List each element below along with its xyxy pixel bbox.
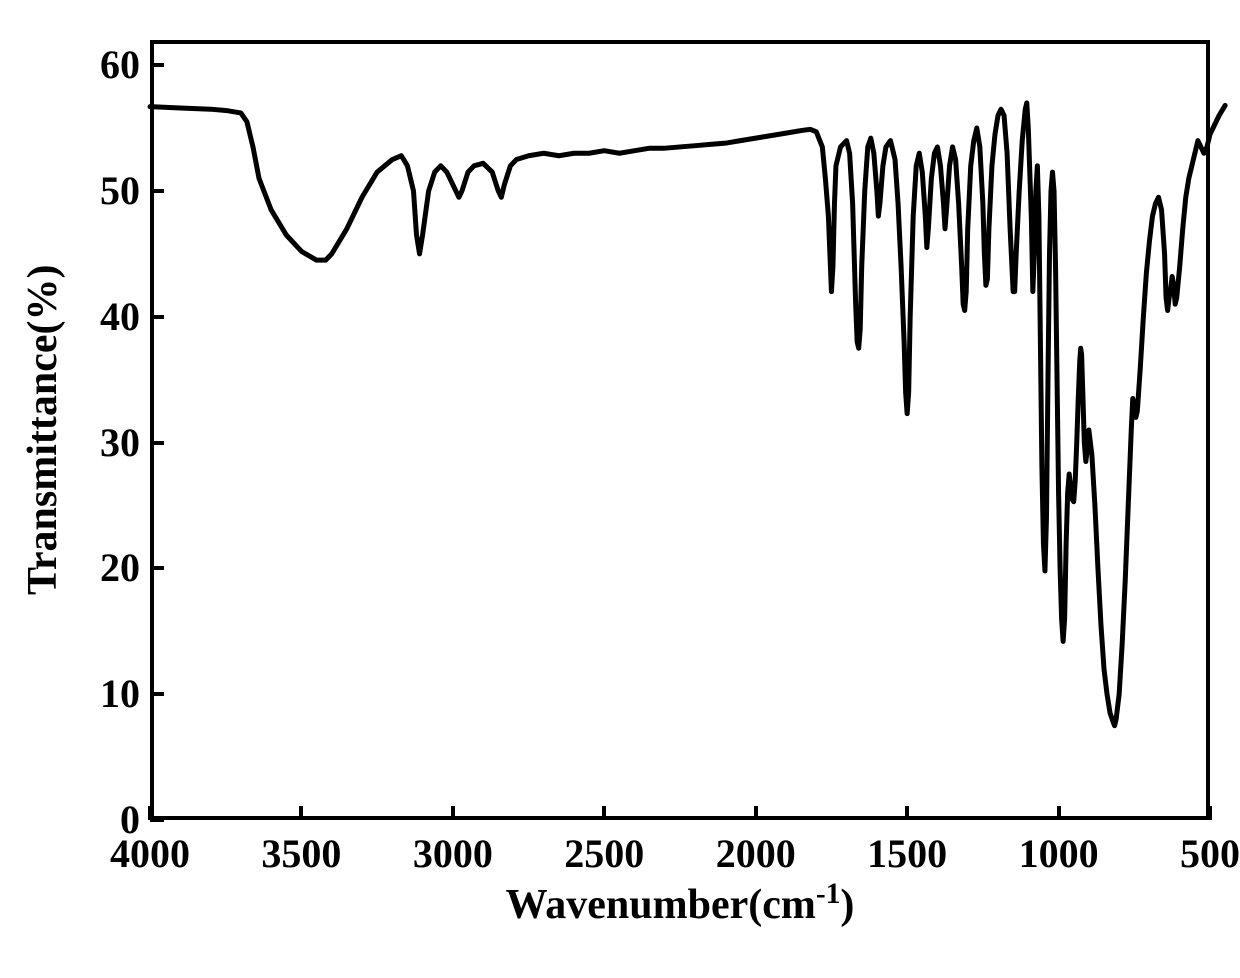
x-tick-mark bbox=[602, 806, 606, 820]
x-tick-mark bbox=[754, 806, 758, 820]
ir-spectrum-chart: Transmittance(%) Wavenumber(cm-1) 010203… bbox=[0, 0, 1240, 978]
x-tick-label: 500 bbox=[1150, 830, 1240, 877]
y-tick-label: 60 bbox=[100, 41, 140, 88]
y-tick-label: 10 bbox=[100, 670, 140, 717]
x-tick-label: 2000 bbox=[696, 830, 816, 877]
x-tick-label: 4000 bbox=[90, 830, 210, 877]
x-tick-label: 3000 bbox=[393, 830, 513, 877]
x-tick-mark bbox=[1208, 806, 1212, 820]
x-tick-mark bbox=[1057, 806, 1061, 820]
x-tick-mark bbox=[148, 806, 152, 820]
x-tick-label: 1500 bbox=[847, 830, 967, 877]
x-tick-mark bbox=[451, 806, 455, 820]
x-tick-label: 3500 bbox=[241, 830, 361, 877]
y-tick-mark bbox=[150, 818, 164, 822]
y-tick-label: 50 bbox=[100, 167, 140, 214]
x-tick-label: 1000 bbox=[999, 830, 1119, 877]
y-tick-label: 30 bbox=[100, 419, 140, 466]
x-tick-mark bbox=[905, 806, 909, 820]
y-tick-label: 20 bbox=[100, 544, 140, 591]
x-tick-label: 2500 bbox=[544, 830, 664, 877]
y-tick-mark bbox=[150, 315, 164, 319]
y-tick-mark bbox=[150, 441, 164, 445]
y-tick-mark bbox=[150, 692, 164, 696]
y-tick-mark bbox=[150, 189, 164, 193]
y-tick-label: 40 bbox=[100, 293, 140, 340]
x-tick-mark bbox=[299, 806, 303, 820]
y-tick-mark bbox=[150, 63, 164, 67]
y-tick-mark bbox=[150, 566, 164, 570]
